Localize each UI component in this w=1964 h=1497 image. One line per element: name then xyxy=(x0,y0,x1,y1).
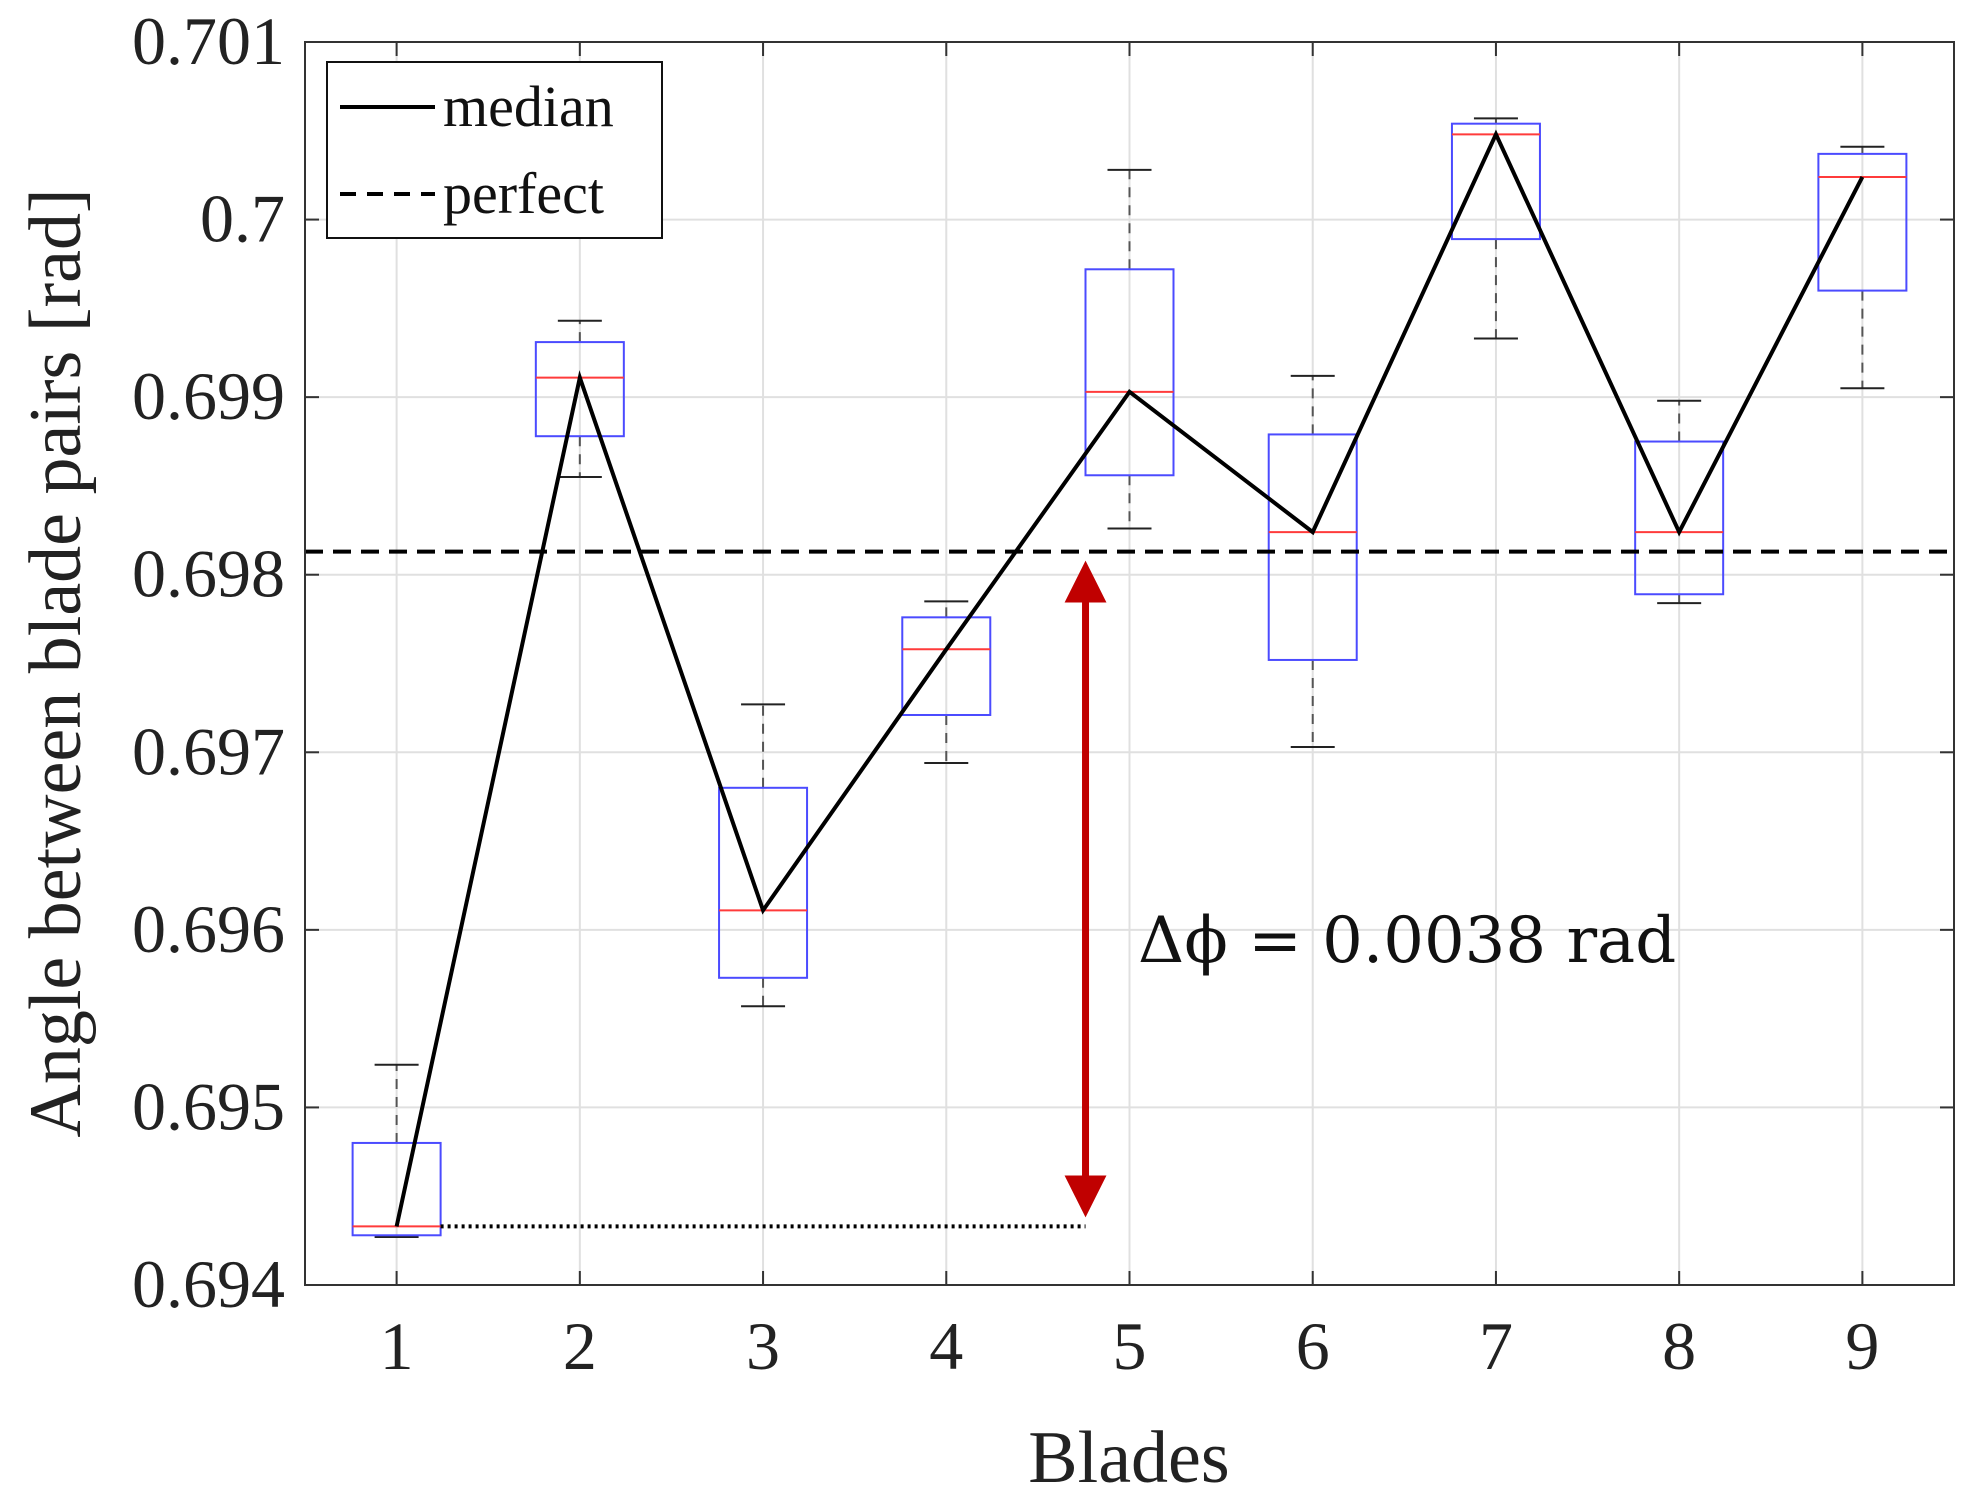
x-tick-label: 2 xyxy=(563,1308,597,1384)
legend: median perfect xyxy=(326,61,663,239)
x-tick-label: 1 xyxy=(380,1308,414,1384)
delta-label: Δϕ = 0.0038 rad xyxy=(1138,904,1676,978)
box-3 xyxy=(718,703,809,1008)
y-tick-label: 0.699 xyxy=(132,358,285,434)
x-tick-label: 7 xyxy=(1479,1308,1513,1384)
legend-box xyxy=(326,61,663,239)
box-5 xyxy=(1084,168,1175,530)
y-tick-label: 0.696 xyxy=(132,891,285,967)
y-tick-label: 0.697 xyxy=(132,713,285,789)
iqr-box xyxy=(718,786,809,979)
y-axis-title: Angle between blade pairs [rad] xyxy=(15,188,97,1137)
line-series xyxy=(305,129,1954,1227)
legend-perfect-label: perfect xyxy=(443,161,604,226)
iqr-box xyxy=(1634,440,1725,596)
iqr-box xyxy=(1084,268,1175,477)
box-8 xyxy=(1634,399,1725,605)
iqr-box xyxy=(351,1141,442,1237)
iqr-box xyxy=(1450,122,1541,241)
x-tick-label: 4 xyxy=(929,1308,963,1384)
y-tick-label: 0.701 xyxy=(132,3,285,79)
iqr-box xyxy=(1817,152,1908,292)
median-line xyxy=(394,129,1865,1227)
y-tick-label: 0.695 xyxy=(132,1068,285,1144)
iqr-box xyxy=(534,341,625,438)
legend-median-label: median xyxy=(443,74,614,139)
box-9 xyxy=(1817,145,1908,390)
y-tick-label: 0.7 xyxy=(200,181,285,257)
y-tick-label: 0.694 xyxy=(132,1246,285,1322)
x-tick-label: 5 xyxy=(1113,1308,1147,1384)
iqr-box xyxy=(1267,433,1358,661)
iqr-box xyxy=(901,616,992,716)
x-tick-label: 3 xyxy=(746,1308,780,1384)
y-tick-label: 0.698 xyxy=(132,536,285,612)
x-tick-label: 8 xyxy=(1662,1308,1696,1384)
annotations: Δϕ = 0.0038 rad xyxy=(440,560,1676,1229)
x-tick-label: 9 xyxy=(1845,1308,1879,1384)
axes: 0.694 0.695 0.696 0.697 0.698 0.699 0.7 0.701 1 2… xyxy=(132,3,1954,1384)
x-tick-label: 6 xyxy=(1296,1308,1330,1384)
box-1 xyxy=(351,1063,442,1239)
x-axis-title: Blades xyxy=(1028,1417,1229,1497)
